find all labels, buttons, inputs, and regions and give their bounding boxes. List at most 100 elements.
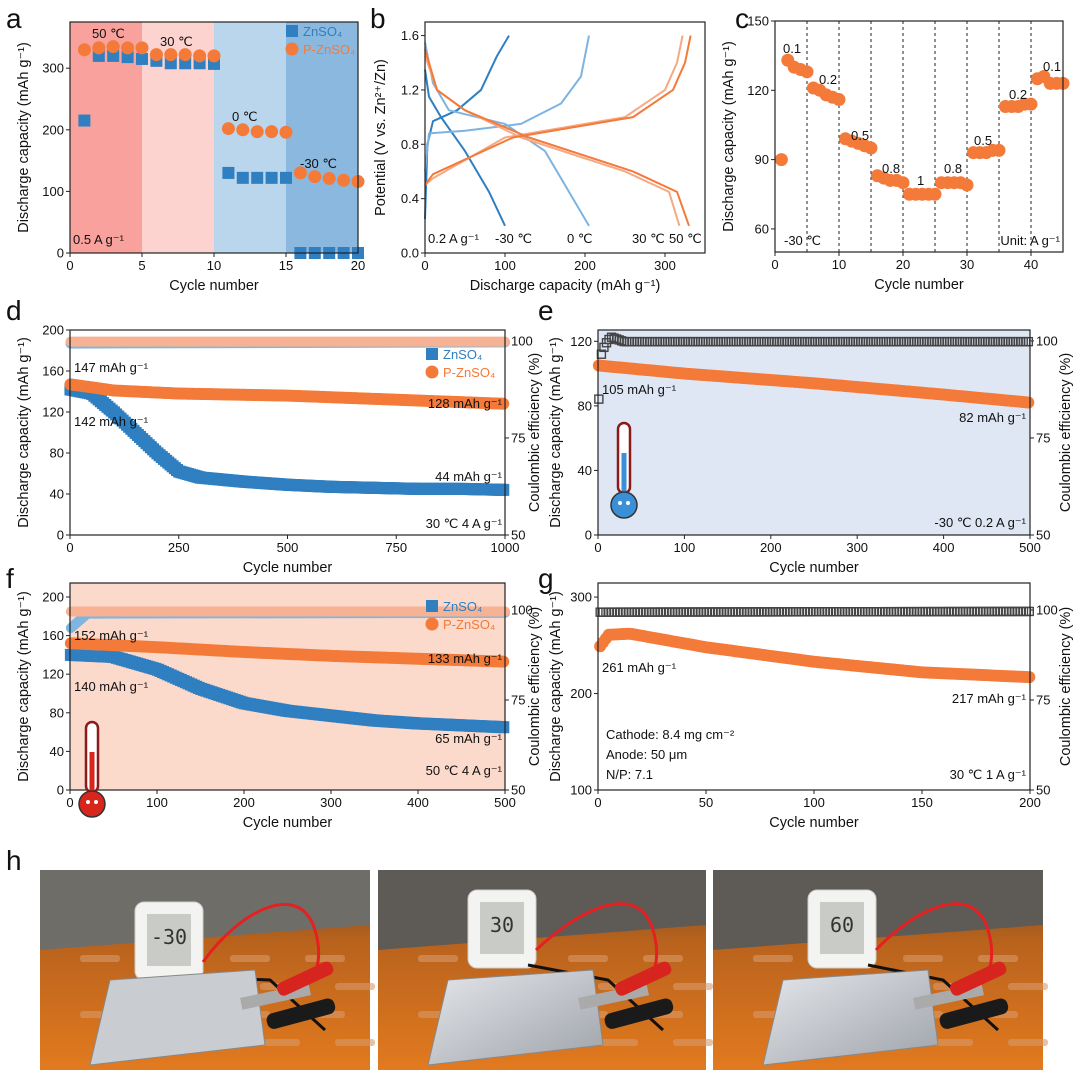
x-axis-label: Cycle number (169, 278, 259, 294)
x-tick-label: 30 (960, 257, 974, 272)
data-point (759, 607, 770, 617)
thermometer-reading: -30 (151, 925, 187, 949)
data-point (630, 607, 640, 617)
data-point (952, 606, 962, 617)
data-point (762, 607, 772, 617)
data-point (800, 65, 814, 79)
y-tick-label: 300 (570, 590, 592, 605)
data-point (992, 606, 1003, 617)
x-tick-label: 10 (207, 258, 221, 273)
floor-slot (1008, 1039, 1048, 1046)
x-tick-label: 150 (911, 795, 933, 810)
data-point (739, 607, 749, 617)
x-tick-label: 20 (896, 257, 910, 272)
floor-slot (903, 955, 943, 962)
x-tick-label: 500 (494, 795, 516, 810)
data-point (644, 607, 654, 617)
series-p-znso- (64, 637, 510, 668)
data-point (193, 49, 207, 63)
panel-label-g: g (538, 563, 554, 594)
pouch-cell (89, 969, 266, 1066)
annotation: -30 ℃ 0.2 A g⁻¹ (934, 515, 1026, 530)
photo-pouch-cell-1: -30 (40, 870, 375, 1070)
series-p-znso- (594, 627, 1036, 684)
data-point (750, 607, 761, 617)
data-point (920, 606, 931, 617)
data-point (966, 606, 977, 617)
y-axis-label: Discharge capacity (mAh g⁻¹) (548, 337, 564, 528)
annotation: 261 mAh g⁻¹ (602, 660, 677, 675)
data-point (632, 607, 643, 617)
data-point (77, 43, 91, 57)
data-point (949, 606, 960, 617)
plot-frame (597, 582, 1031, 791)
thermometer-mercury (89, 752, 95, 794)
photo-pouch-cell-2: 30 (378, 870, 713, 1070)
data-point (624, 607, 634, 617)
legend-label: ZnSO₄ (443, 347, 482, 362)
y-tick-label: 100 (42, 184, 64, 199)
temperature-band (214, 22, 286, 253)
y-axis-label: Potential (V vs. Zn²⁺/Zn) (373, 59, 389, 216)
mascot-eye (94, 800, 98, 804)
y2-tick-label: 75 (1036, 693, 1050, 708)
x-tick-label: 20 (351, 258, 365, 273)
chart-b: 0 100 200 300 0.0 0.4 0.8 1.2 1.6 Discharge capac… (373, 21, 706, 294)
floor-slot (1008, 983, 1048, 990)
data-point (802, 607, 813, 617)
data-point (655, 607, 666, 617)
y-axis-label: Discharge capacity (mAh g⁻¹) (16, 591, 32, 782)
thermometer-bulb (610, 491, 638, 519)
hot-thermometer-icon (78, 720, 106, 818)
data-point (857, 607, 867, 617)
data-point (874, 606, 885, 617)
cold-thermometer-icon (610, 421, 638, 519)
data-point (653, 607, 663, 617)
annotation: 217 mAh g⁻¹ (952, 691, 1027, 706)
series-p-znso- (77, 40, 365, 189)
panel-label-f: f (6, 563, 14, 594)
data-point (178, 48, 192, 62)
floor-slot (305, 955, 345, 962)
data-point (658, 607, 669, 617)
y-tick-label: 200 (42, 589, 64, 604)
data-point (1018, 606, 1029, 617)
data-point (926, 606, 937, 617)
data-point (280, 171, 292, 184)
x-tick-label: 40 (1024, 257, 1038, 272)
y-tick-label: 0.4 (401, 191, 419, 206)
series-p-znso- (774, 53, 1070, 201)
y-tick-label: 120 (570, 334, 592, 349)
data-point (609, 607, 620, 617)
chart-e: 0 100 200 300 400 500 0 40 80 120 50 75 100 Cycle num… (548, 329, 1074, 576)
x-tick-label: 300 (320, 795, 342, 810)
y-tick-label: 200 (570, 686, 592, 701)
data-point (771, 607, 781, 617)
floor-slot (260, 1039, 300, 1046)
series-50-discharge (424, 48, 690, 227)
y2-axis-label: Coulombic efficiency (%) (1058, 607, 1074, 766)
y2-axis-label: Coulombic efficiency (%) (527, 353, 543, 512)
thermometer-mercury (621, 453, 627, 495)
data-point (250, 125, 264, 139)
y-tick-label: 200 (42, 323, 64, 338)
data-point (1021, 606, 1032, 617)
annotation: 44 mAh g⁻¹ (435, 469, 503, 484)
legend-marker (426, 600, 438, 612)
data-point (667, 607, 677, 617)
annotation: 0.2 (819, 72, 837, 87)
data-point (981, 606, 991, 617)
floor-slot (418, 955, 458, 962)
floor-slot (568, 955, 608, 962)
data-point (978, 606, 988, 617)
data-point (998, 606, 1009, 617)
lcd-screen (480, 902, 524, 954)
data-point (832, 93, 846, 107)
floor-slot (230, 955, 270, 962)
panel-label-e: e (538, 295, 554, 326)
data-point (308, 170, 322, 184)
series-ce (595, 606, 1034, 617)
data-point (912, 606, 922, 617)
x-tick-label: 0 (594, 540, 601, 555)
annotation: 128 mAh g⁻¹ (428, 396, 503, 411)
